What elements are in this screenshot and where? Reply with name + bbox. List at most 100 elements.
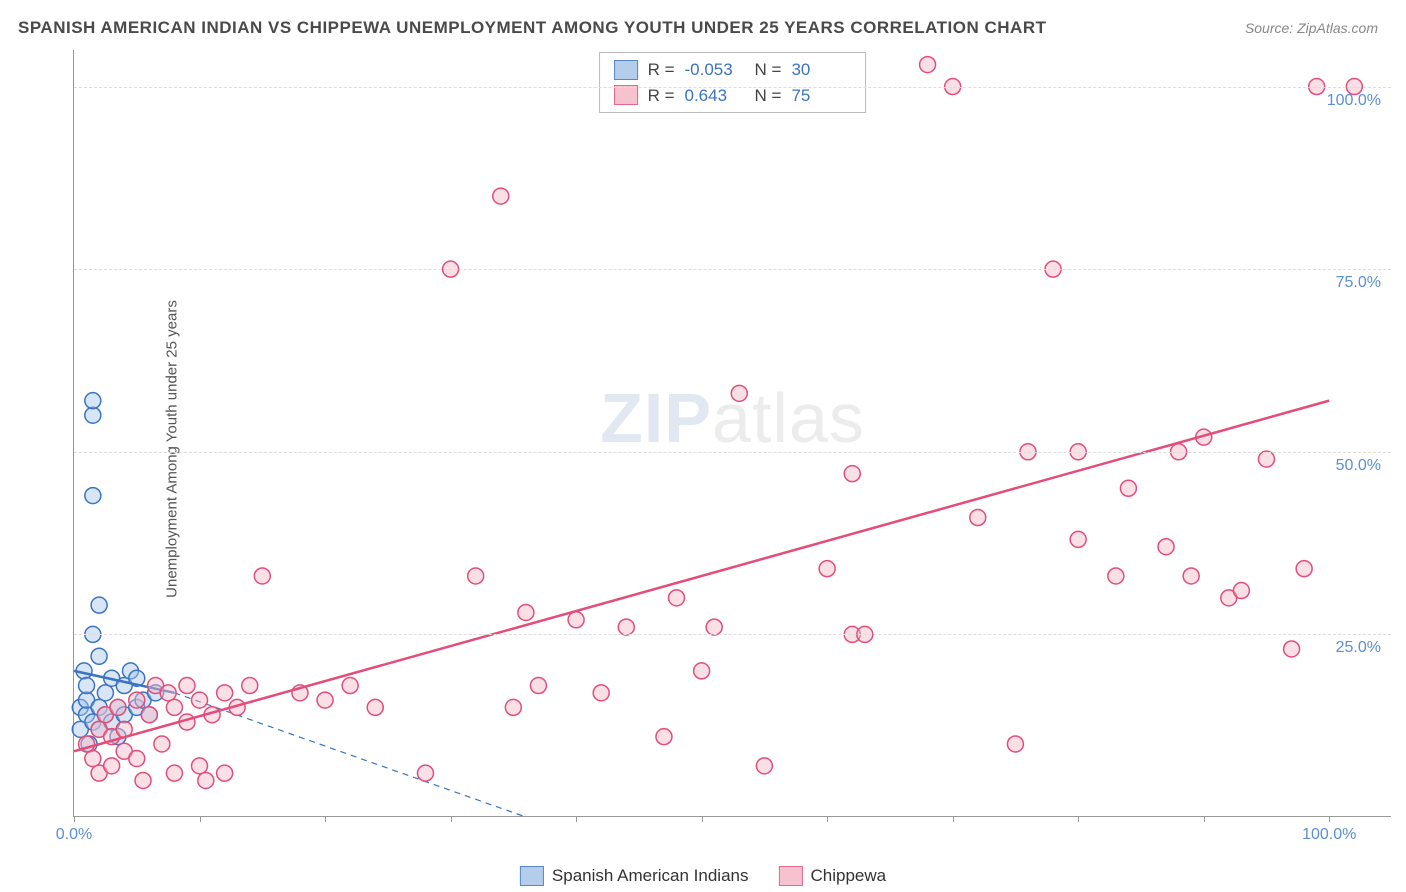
data-point: [1183, 568, 1199, 584]
data-point: [756, 758, 772, 774]
data-point: [135, 772, 151, 788]
data-point: [1158, 539, 1174, 555]
data-point: [505, 699, 521, 715]
data-point: [367, 699, 383, 715]
data-point: [706, 619, 722, 635]
chart-area: Unemployment Among Youth under 25 years …: [45, 50, 1391, 847]
data-point: [417, 765, 433, 781]
x-tick: [702, 816, 703, 822]
legend-label: Chippewa: [810, 866, 886, 886]
data-point: [493, 188, 509, 204]
data-point: [85, 407, 101, 423]
data-point: [141, 707, 157, 723]
data-point: [217, 685, 233, 701]
data-point: [920, 57, 936, 73]
data-point: [468, 568, 484, 584]
regression-line-dashed: [174, 693, 525, 817]
series-swatch: [614, 60, 638, 80]
data-point: [669, 590, 685, 606]
scatter-svg: [74, 50, 1391, 816]
x-tick: [451, 816, 452, 822]
data-point: [154, 736, 170, 752]
n-label: N =: [755, 57, 782, 83]
data-point: [217, 765, 233, 781]
data-point: [85, 488, 101, 504]
y-tick-label: 50.0%: [1336, 457, 1381, 475]
data-point: [568, 612, 584, 628]
data-point: [656, 729, 672, 745]
data-point: [104, 758, 120, 774]
x-tick-label: 100.0%: [1302, 826, 1356, 844]
gridline: [74, 452, 1391, 453]
data-point: [844, 466, 860, 482]
series-swatch: [614, 85, 638, 105]
x-tick: [1204, 816, 1205, 822]
data-point: [110, 699, 126, 715]
data-point: [166, 699, 182, 715]
x-tick: [953, 816, 954, 822]
data-point: [254, 568, 270, 584]
data-point: [593, 685, 609, 701]
chart-source: Source: ZipAtlas.com: [1245, 20, 1378, 36]
data-point: [1296, 561, 1312, 577]
data-point: [530, 678, 546, 694]
chart-title: SPANISH AMERICAN INDIAN VS CHIPPEWA UNEM…: [18, 18, 1046, 38]
data-point: [1233, 583, 1249, 599]
data-point: [129, 692, 145, 708]
data-point: [179, 678, 195, 694]
data-point: [129, 751, 145, 767]
data-point: [91, 648, 107, 664]
gridline: [74, 87, 1391, 88]
data-point: [1258, 451, 1274, 467]
data-point: [198, 772, 214, 788]
legend-bottom: Spanish American Indians Chippewa: [520, 866, 886, 886]
data-point: [85, 393, 101, 409]
x-tick-label: 0.0%: [56, 826, 92, 844]
data-point: [317, 692, 333, 708]
plot-region: ZIPatlas R =-0.053N =30R =0.643N =75 25.…: [73, 50, 1391, 817]
data-point: [819, 561, 835, 577]
x-tick: [576, 816, 577, 822]
legend-swatch: [778, 866, 802, 886]
data-point: [1120, 480, 1136, 496]
x-tick: [1329, 816, 1330, 822]
legend-label: Spanish American Indians: [552, 866, 749, 886]
r-label: R =: [648, 57, 675, 83]
stats-legend-box: R =-0.053N =30R =0.643N =75: [599, 52, 867, 113]
legend-swatch: [520, 866, 544, 886]
data-point: [1007, 736, 1023, 752]
n-value: 30: [791, 57, 851, 83]
data-point: [1108, 568, 1124, 584]
x-tick: [325, 816, 326, 822]
data-point: [342, 678, 358, 694]
data-point: [731, 385, 747, 401]
x-tick: [200, 816, 201, 822]
data-point: [85, 751, 101, 767]
data-point: [242, 678, 258, 694]
legend-item: Spanish American Indians: [520, 866, 749, 886]
data-point: [91, 597, 107, 613]
data-point: [518, 604, 534, 620]
chart-header: SPANISH AMERICAN INDIAN VS CHIPPEWA UNEM…: [0, 0, 1406, 46]
stats-row: R = -0.053 N = 30: [614, 57, 852, 83]
gridline: [74, 269, 1391, 270]
data-point: [97, 685, 113, 701]
data-point: [1284, 641, 1300, 657]
x-tick: [1078, 816, 1079, 822]
x-tick: [74, 816, 75, 822]
data-point: [160, 685, 176, 701]
r-value: -0.053: [685, 57, 745, 83]
data-point: [970, 510, 986, 526]
legend-item: Chippewa: [778, 866, 886, 886]
gridline: [74, 634, 1391, 635]
y-tick-label: 75.0%: [1336, 274, 1381, 292]
data-point: [618, 619, 634, 635]
y-tick-label: 100.0%: [1327, 92, 1381, 110]
data-point: [166, 765, 182, 781]
data-point: [1070, 531, 1086, 547]
y-tick-label: 25.0%: [1336, 639, 1381, 657]
data-point: [192, 692, 208, 708]
x-tick: [827, 816, 828, 822]
data-point: [192, 758, 208, 774]
data-point: [694, 663, 710, 679]
